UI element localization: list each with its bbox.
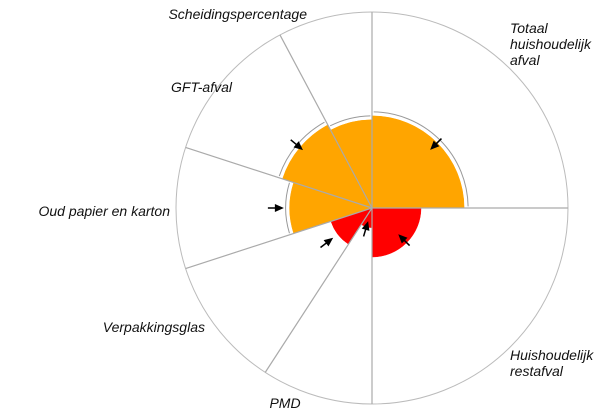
target-arrow — [320, 237, 334, 249]
value-outline — [329, 115, 371, 127]
target-arrow — [430, 138, 442, 150]
target-arrow-head — [323, 237, 334, 247]
target-arrow-tail — [320, 242, 328, 249]
sector-divider — [279, 34, 373, 209]
target-arrow-head — [274, 204, 284, 212]
target-arrow-head — [361, 221, 370, 231]
target-arrow — [267, 204, 284, 212]
category-label: Huishoudelijk restafval — [510, 347, 597, 379]
target-arrow-tail — [362, 228, 367, 237]
target-arrow-head — [398, 234, 408, 244]
target-arrow-tail — [290, 139, 298, 146]
sector-divider — [185, 207, 373, 270]
target-arrow — [361, 221, 370, 237]
category-label: Scheidingspercentage — [168, 6, 307, 22]
category-label: PMD — [269, 395, 300, 411]
value-outline — [285, 182, 290, 234]
target-arrow-head — [293, 141, 303, 151]
category-label: Totaal huishoudelijk afval — [510, 20, 595, 68]
target-arrow-head — [430, 140, 440, 150]
target-arrow-tail — [435, 138, 442, 145]
target-arrow — [290, 139, 303, 151]
target-arrow-tail — [403, 239, 411, 247]
category-label: GFT-afval — [171, 79, 233, 95]
category-label: Oud papier en karton — [38, 203, 170, 219]
sector-divider — [264, 207, 373, 373]
target-arrow — [398, 234, 411, 247]
category-label: Verpakkingsglas — [103, 319, 205, 335]
sector-divider — [185, 146, 373, 209]
